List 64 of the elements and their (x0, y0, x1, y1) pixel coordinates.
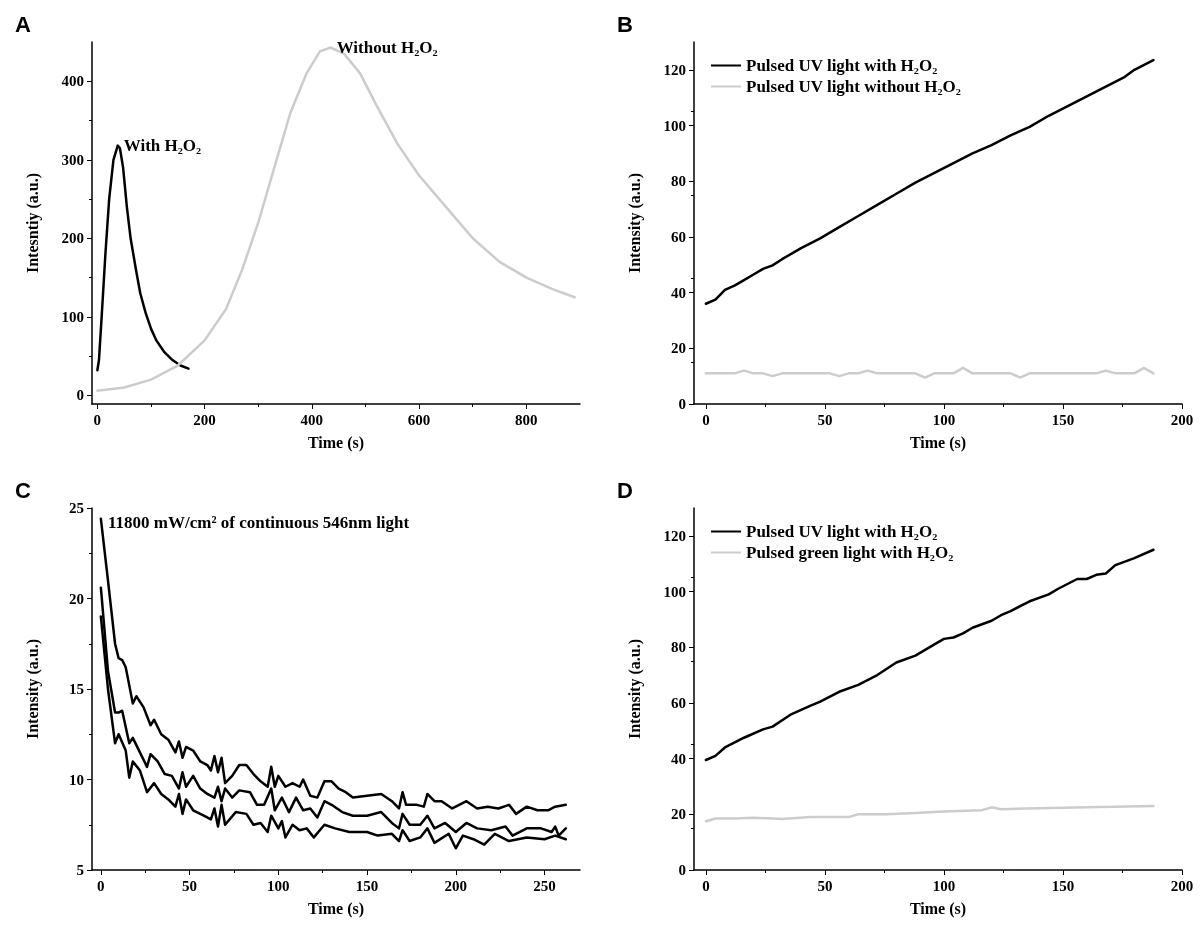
y-tick-label: 0 (76, 387, 84, 404)
x-tick-label: 50 (817, 877, 833, 894)
y-tick-label: 20 (69, 590, 84, 607)
y-axis-title: Intensity (a.u.) (625, 172, 644, 274)
x-tick-label: 200 (193, 411, 216, 428)
chart-title: A (15, 11, 31, 37)
x-tick-label: 150 (1051, 877, 1075, 894)
chart-title: B (617, 11, 633, 37)
series-label: With H₂O₂ (123, 136, 202, 156)
y-tick-label: 20 (671, 806, 686, 823)
x-tick-label: 200 (444, 877, 468, 894)
x-tick-label: 150 (355, 877, 379, 894)
y-tick-label: 0 (678, 862, 686, 878)
y-tick-label: 10 (69, 771, 84, 788)
y-tick-label: 60 (671, 228, 686, 245)
y-tick-label: 80 (671, 639, 686, 656)
y-tick-label: 120 (663, 61, 686, 78)
y-tick-label: 80 (671, 173, 686, 190)
x-tick-label: 50 (182, 877, 198, 894)
x-tick-label: 250 (533, 877, 556, 894)
legend-label: Pulsed UV light with H₂O₂ (746, 522, 938, 541)
y-tick-label: 120 (663, 527, 686, 544)
y-tick-label: 0 (678, 396, 686, 412)
y-tick-label: 100 (61, 308, 84, 325)
x-tick-label: 200 (1170, 411, 1194, 428)
y-tick-label: 100 (663, 583, 686, 600)
y-axis-title: Intesntiy (a.u.) (23, 172, 42, 274)
y-tick-label: 100 (663, 117, 686, 134)
legend-label: Pulsed UV light without H₂O₂ (746, 77, 961, 96)
y-tick-label: 40 (671, 750, 686, 767)
y-tick-label: 25 (69, 500, 84, 516)
x-axis-title: Time (s) (307, 899, 365, 918)
x-tick-label: 0 (93, 411, 102, 428)
x-tick-label: 400 (300, 411, 324, 428)
x-tick-label: 100 (267, 877, 290, 894)
legend-label: Pulsed UV light with H₂O₂ (746, 56, 938, 75)
x-tick-label: 100 (932, 411, 956, 428)
x-tick-label: 100 (932, 877, 956, 894)
x-tick-label: 150 (1051, 411, 1075, 428)
y-tick-label: 400 (61, 73, 84, 90)
series-label: Without H₂O₂ (336, 38, 438, 57)
x-tick-label: 600 (407, 411, 431, 428)
chart-title: D (617, 477, 633, 503)
y-tick-label: 5 (76, 862, 84, 878)
x-tick-label: 0 (702, 411, 710, 428)
annotation: 11800 mW/cm² of continuous 546nm light (108, 513, 410, 532)
y-axis-title: Intensity (a.u.) (23, 638, 42, 740)
x-axis-title: Time (s) (909, 433, 967, 452)
x-tick-label: 800 (515, 411, 538, 428)
x-axis-title: Time (s) (909, 899, 967, 918)
x-tick-label: 50 (817, 411, 833, 428)
y-tick-label: 200 (61, 230, 84, 247)
legend-label: Pulsed green light with H₂O₂ (746, 543, 954, 562)
chart-title: C (15, 477, 31, 503)
y-axis-title: Intensity (a.u.) (625, 638, 644, 740)
x-axis-title: Time (s) (307, 433, 365, 452)
x-tick-label: 200 (1170, 877, 1194, 894)
y-tick-label: 300 (61, 151, 84, 168)
y-tick-label: 60 (671, 694, 686, 711)
x-tick-label: 0 (702, 877, 710, 894)
y-tick-label: 40 (671, 284, 686, 301)
y-tick-label: 15 (69, 681, 84, 697)
x-tick-label: 0 (97, 877, 105, 894)
y-tick-label: 20 (671, 340, 686, 357)
